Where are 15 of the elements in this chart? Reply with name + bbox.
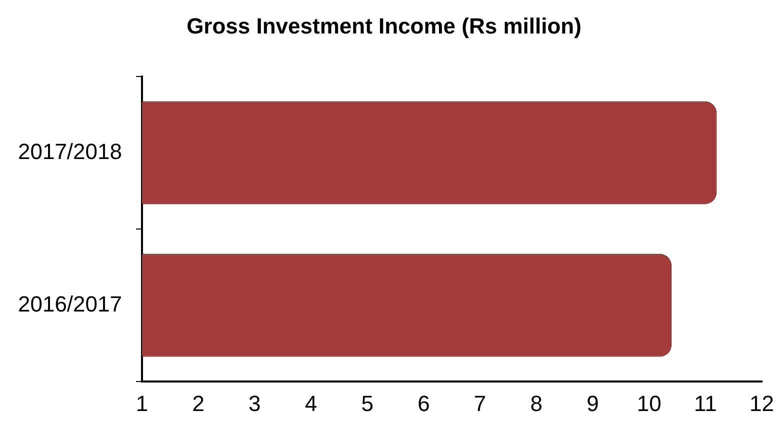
x-tick-label: 8 xyxy=(530,390,543,416)
x-tick-label: 12 xyxy=(750,390,774,416)
x-tick-label: 6 xyxy=(418,390,430,416)
y-tick-label: 2017/2018 xyxy=(18,138,122,164)
x-tick-label: 2 xyxy=(192,390,204,416)
x-tick-label: 10 xyxy=(636,390,662,416)
x-tick-label: 3 xyxy=(248,390,261,416)
y-tick-label: 2016/2017 xyxy=(18,291,122,316)
x-tick-label: 11 xyxy=(694,390,717,416)
chart-title: Gross Investment Income (Rs million) xyxy=(186,13,582,38)
x-tick-label: 1 xyxy=(136,390,148,416)
x-tick-label: 4 xyxy=(304,390,318,416)
x-tick-label: 7 xyxy=(474,390,486,416)
x-tick-label: 9 xyxy=(586,390,599,416)
x-tick-label: 5 xyxy=(361,390,374,416)
